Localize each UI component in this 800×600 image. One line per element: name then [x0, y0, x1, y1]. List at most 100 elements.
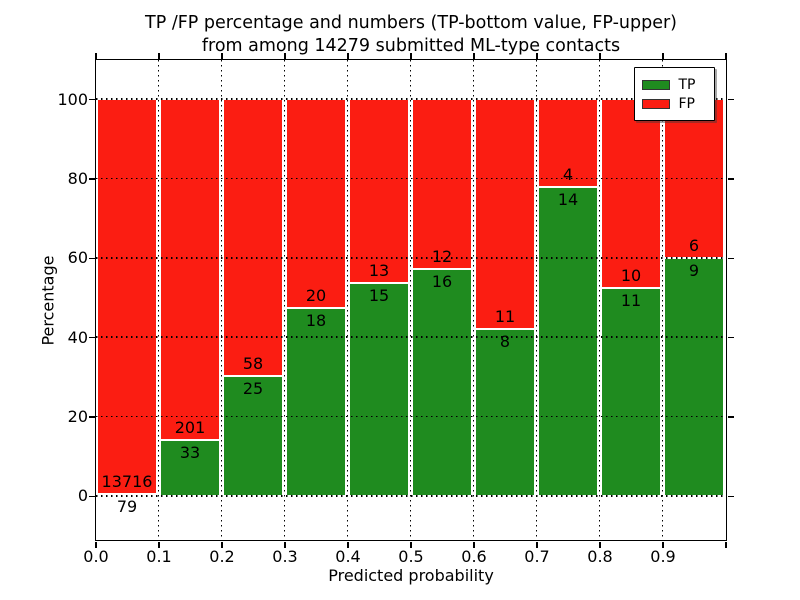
gridline-x-0.8	[598, 59, 601, 540]
bar-segment-tp-3	[286, 307, 346, 496]
grid-layer	[95, 59, 726, 540]
ytick-right-0	[727, 495, 734, 498]
ytick-left-40	[88, 336, 95, 339]
bar-segment-tp-8	[601, 288, 661, 496]
fp-count-label-5: 12	[431, 247, 453, 267]
bar-segment-fp-0	[97, 99, 157, 494]
xtick-top-2	[221, 52, 223, 59]
bar-segment-tp-7	[538, 187, 598, 496]
ytick-right-40	[727, 336, 734, 339]
xtick-bottom-5	[410, 541, 412, 548]
gridline-x-0.3	[283, 59, 286, 540]
chart-title: TP /FP percentage and numbers (TP-bottom…	[96, 12, 726, 58]
xtick-bottom-3	[284, 541, 286, 548]
x-axis-label: Predicted probability	[328, 566, 494, 585]
tp-count-label-2: 25	[242, 379, 264, 399]
xtick-label-0.6: 0.6	[461, 547, 487, 566]
xtick-bottom-2	[221, 541, 223, 548]
ytick-right-100	[727, 98, 734, 101]
xtick-label-0.1: 0.1	[146, 547, 172, 566]
bar-segment-tp-4	[349, 283, 409, 496]
xtick-label-0.7: 0.7	[524, 547, 550, 566]
bars-layer	[96, 60, 726, 540]
ytick-left-0	[88, 495, 95, 498]
ytick-left-20	[88, 416, 95, 418]
ytick-right-20	[727, 416, 734, 418]
tp-count-label-5: 16	[431, 272, 453, 292]
tp-count-label-8: 11	[620, 291, 642, 311]
xtick-top-6	[473, 52, 475, 59]
bar-segment-fp-4	[349, 99, 409, 284]
bar-segment-fp-8	[601, 99, 661, 289]
bar-segment-fp-7	[538, 99, 598, 188]
xtick-top-1	[158, 52, 160, 59]
fp-count-label-1: 201	[174, 417, 206, 437]
xtick-top-9	[662, 52, 664, 59]
fp-count-label-6: 11	[494, 306, 516, 326]
xtick-bottom-10	[725, 541, 727, 548]
ytick-label-60: 60	[67, 248, 88, 268]
gridline-x-0.7	[535, 59, 538, 540]
tp-count-label-1: 33	[179, 442, 201, 462]
xtick-label-0.5: 0.5	[398, 547, 424, 566]
count-labels-layer: 13716 79 201 33 58 25 20 18 13 15 12 16 11 8 4 14 10 11 6 9	[96, 60, 726, 540]
chart-title-line2: from among 14279 submitted ML-type conta…	[201, 36, 621, 56]
xtick-label-0.3: 0.3	[272, 547, 298, 566]
xtick-top-3	[284, 52, 286, 59]
bar-segment-tp-9	[664, 257, 724, 496]
xtick-bottom-7	[536, 541, 538, 548]
gridline-x-0.9	[661, 59, 664, 540]
xtick-top-0	[95, 52, 97, 59]
tp-count-label-0: 79	[116, 496, 138, 516]
ytick-left-60	[88, 257, 95, 260]
xtick-label-0.2: 0.2	[209, 547, 235, 566]
legend-item-fp: FP	[641, 95, 708, 112]
gridline-x-0.6	[472, 59, 475, 540]
xtick-top-7	[536, 52, 538, 59]
ytick-label-40: 40	[67, 327, 88, 347]
xtick-label-0.9: 0.9	[650, 547, 676, 566]
fp-count-label-3: 20	[305, 285, 327, 305]
ytick-label-0: 0	[77, 486, 88, 506]
xtick-bottom-4	[347, 541, 349, 548]
gridline-x-0.5	[409, 59, 412, 540]
gridline-x-0.2	[220, 59, 223, 540]
legend-label-fp: FP	[678, 95, 696, 112]
bar-segment-fp-3	[286, 99, 346, 308]
ytick-label-80: 80	[67, 169, 88, 188]
legend: TP FP	[633, 66, 715, 121]
plot-area: 13716 79 201 33 58 25 20 18 13 15 12 16 11 8 4 14 10 11 6 9…	[94, 58, 727, 541]
xtick-top-10	[725, 52, 727, 59]
bar-segment-fp-5	[412, 99, 472, 270]
bar-segment-fp-6	[475, 99, 535, 329]
bar-segment-fp-1	[160, 99, 220, 440]
ytick-left-80	[88, 178, 95, 180]
ytick-left-100	[88, 98, 95, 101]
xtick-bottom-0	[95, 541, 97, 548]
bar-segment-tp-6	[475, 328, 535, 496]
tp-count-label-9: 9	[688, 260, 700, 280]
fp-count-label-7: 4	[562, 165, 574, 185]
xtick-top-4	[347, 52, 349, 59]
gridline-x-0.1	[157, 59, 160, 540]
fp-color-swatch	[641, 98, 670, 109]
tp-count-label-4: 15	[368, 286, 390, 306]
ytick-label-100: 100	[57, 89, 88, 109]
bar-segment-tp-1	[160, 439, 220, 496]
xtick-label-0.8: 0.8	[587, 547, 613, 566]
fp-count-label-2: 58	[242, 354, 264, 374]
ytick-right-60	[727, 257, 734, 260]
xtick-bottom-9	[662, 541, 664, 548]
fp-count-label-8: 10	[620, 266, 642, 286]
fp-count-label-4: 13	[368, 261, 390, 281]
xtick-label-0.4: 0.4	[335, 547, 361, 566]
fp-count-label-9: 6	[688, 235, 700, 255]
xtick-top-5	[410, 52, 412, 59]
gridline-x-0.4	[346, 59, 349, 540]
tp-count-label-3: 18	[305, 310, 327, 330]
xtick-bottom-1	[158, 541, 160, 548]
tp-color-swatch	[641, 79, 670, 90]
xtick-label-0.0: 0.0	[83, 547, 109, 566]
ytick-label-20: 20	[67, 407, 88, 427]
